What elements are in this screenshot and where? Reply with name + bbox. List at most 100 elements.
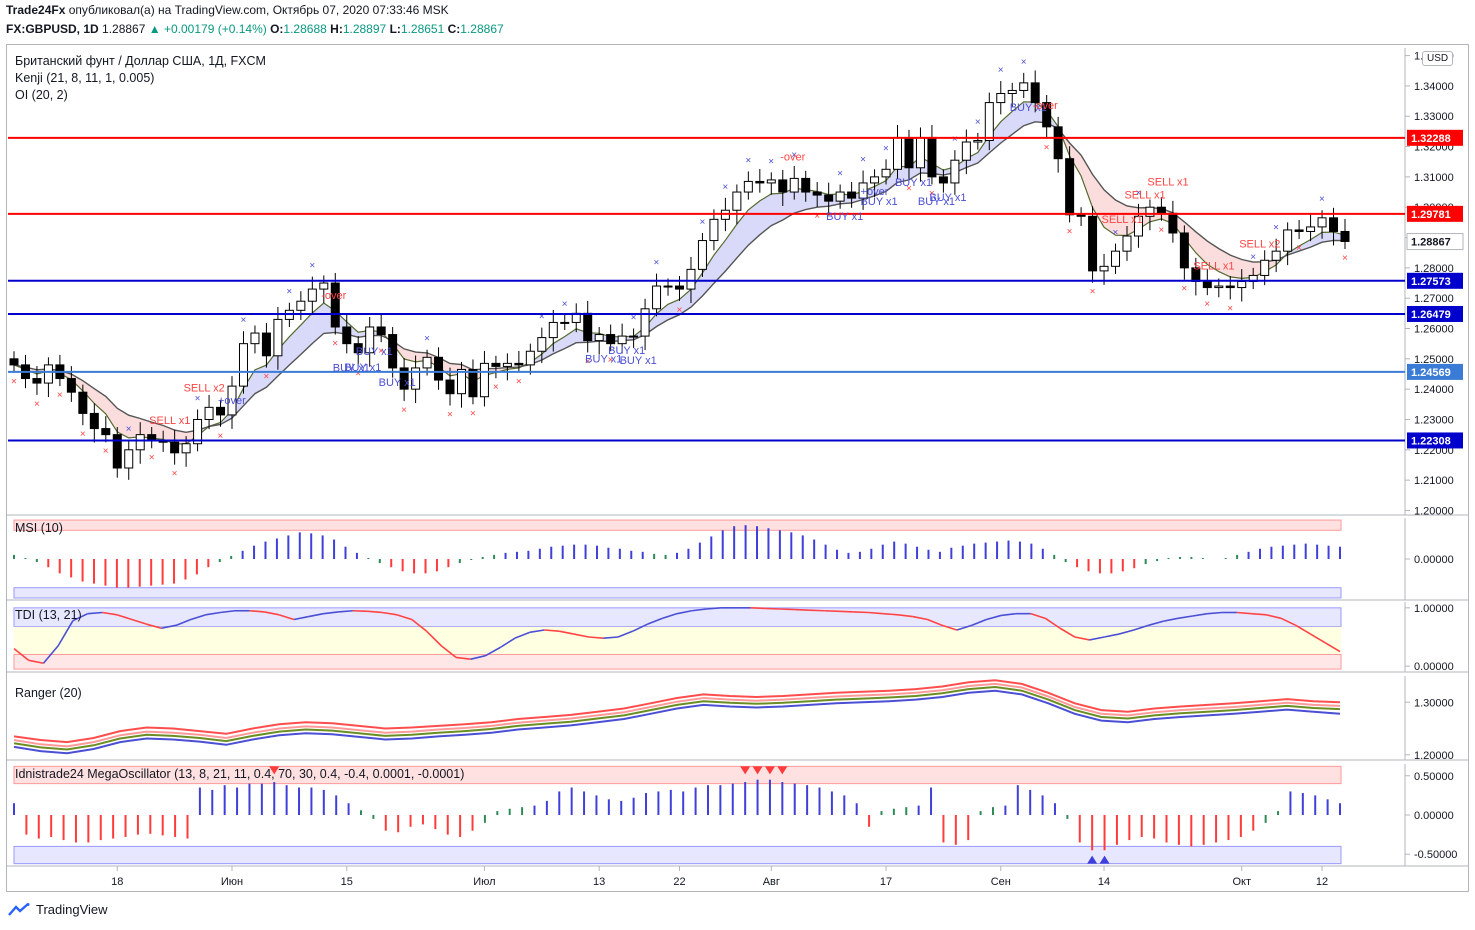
candle-body (984, 102, 994, 141)
candle-body (858, 182, 868, 199)
sell-triangle-marker (777, 766, 788, 775)
signal-x-marker: × (631, 313, 637, 324)
candle-body (353, 343, 363, 354)
axis-tick-label: -0.50000 (1414, 849, 1457, 861)
tdi-line-segment (1207, 611, 1223, 615)
signal-x-marker: × (1044, 143, 1050, 154)
signal-annotation: BUY x1 (356, 346, 393, 358)
candle-body (261, 332, 271, 357)
candle-body (1168, 212, 1178, 234)
candle-body (456, 368, 466, 395)
tdi-line-segment (897, 614, 913, 618)
tdi-line-segment (470, 654, 486, 660)
signal-x-marker: × (1319, 194, 1325, 205)
signal-annotation: SELL x1 (1102, 214, 1143, 226)
indicator-zone (13, 845, 1342, 865)
axis-tick-label: 1.28000 (1414, 263, 1454, 275)
kenji-band-segment (117, 408, 129, 438)
candle-body (904, 136, 914, 169)
signal-x-marker: × (149, 452, 155, 463)
candle-body (9, 358, 19, 366)
tdi-line-segment (323, 611, 339, 615)
signal-annotation: +over (218, 395, 246, 407)
candle-body (422, 356, 432, 369)
candle-body (927, 136, 937, 178)
signal-x-marker: × (195, 393, 201, 404)
candle-body (525, 350, 535, 366)
publisher-name[interactable]: Trade24Fx (6, 3, 66, 17)
tdi-line-segment (205, 611, 221, 616)
tdi-line-segment (1030, 612, 1046, 620)
candle-body (537, 337, 547, 352)
tdi-line-segment (57, 620, 74, 647)
candle-body (1225, 285, 1235, 289)
candle-body (1042, 102, 1052, 128)
candle-body (376, 326, 386, 336)
tdi-line-segment (1074, 636, 1090, 641)
axis-tick-label: 1.21000 (1414, 475, 1454, 487)
candle-body (893, 136, 903, 170)
candle-body (847, 191, 857, 199)
brand-label: TradingView (36, 902, 108, 917)
level-label: 1.28867 (1411, 237, 1451, 249)
tdi-line-segment (662, 612, 678, 620)
candle-body (766, 179, 776, 184)
buy-triangle-marker (1087, 855, 1098, 864)
signal-annotation: BUY x1 (861, 196, 898, 208)
signal-x-marker: × (57, 390, 63, 401)
kenji-band-segment (794, 188, 806, 214)
signal-x-marker: × (1204, 299, 1210, 310)
time-axis: 18 Июн 15 Июл 13 22 Авг 17 Сен 14 Окт 12 (111, 866, 1328, 888)
signal-x-marker: × (1021, 57, 1027, 68)
candle-body (824, 194, 834, 202)
tdi-line-segment (308, 612, 324, 618)
axis-tick-label: 1.34000 (1414, 81, 1454, 93)
signal-x-marker: × (218, 431, 224, 442)
tdi-line-segment (647, 617, 663, 625)
candle-body (238, 343, 248, 387)
candle-body (250, 332, 260, 345)
instrument-title[interactable]: Британский фунт / Доллар США, 1Д, FXCM (15, 54, 266, 68)
signal-x-marker: × (699, 217, 705, 228)
signal-x-marker: × (929, 188, 935, 199)
tdi-line-segment (102, 611, 118, 616)
candle-body (675, 285, 684, 290)
kenji-band-segment (1081, 155, 1093, 208)
tdi-pane: 1.00000 0.00000 TDI (13, 21) (6, 602, 1468, 673)
oi-indicator-label[interactable]: OI (20, 2) (15, 88, 68, 102)
candle-body (296, 300, 306, 311)
tdi-line-segment (1266, 614, 1282, 620)
signal-annotation: -over (780, 151, 805, 163)
footer-brand[interactable]: TradingView (8, 902, 108, 917)
axis-tick-label: 1.27000 (1414, 293, 1454, 305)
tdi-line-segment (971, 618, 987, 627)
tdi-line-segment (425, 630, 442, 647)
signal-x-marker: × (309, 261, 315, 272)
kenji-band-segment (1230, 255, 1242, 279)
kenji-band-segment (1069, 143, 1082, 177)
kenji-band-segment (300, 312, 313, 355)
kenji-band-segment (541, 343, 554, 360)
candle-body (617, 335, 627, 345)
kenji-indicator-label[interactable]: Kenji (21, 8, 11, 1, 0.005) (15, 71, 155, 85)
axis-tick-label: 1.31000 (1414, 172, 1454, 184)
time-tick-label: Сен (991, 876, 1011, 888)
tdi-line-segment (809, 609, 825, 612)
candle-body (479, 362, 489, 398)
candle-body (755, 180, 765, 184)
currency-button[interactable]: USD (1422, 51, 1454, 66)
signal-annotation: SELL x1 (1193, 261, 1234, 273)
indicator-zone (13, 587, 1342, 599)
tdi-line-segment (927, 618, 943, 627)
candle-body (1179, 232, 1189, 269)
signal-annotation: SELL x2 (1239, 238, 1280, 250)
tdi-line-segment (1310, 633, 1326, 644)
publish-line: Trade24Fx опубликовал(а) на TradingView.… (6, 3, 449, 17)
candle-body (732, 191, 742, 211)
signal-x-marker: × (998, 65, 1004, 76)
candle-body (1133, 215, 1143, 237)
tdi-line-segment (1001, 612, 1016, 617)
tdi-line-segment (1089, 636, 1105, 641)
signal-x-marker: × (768, 156, 774, 167)
